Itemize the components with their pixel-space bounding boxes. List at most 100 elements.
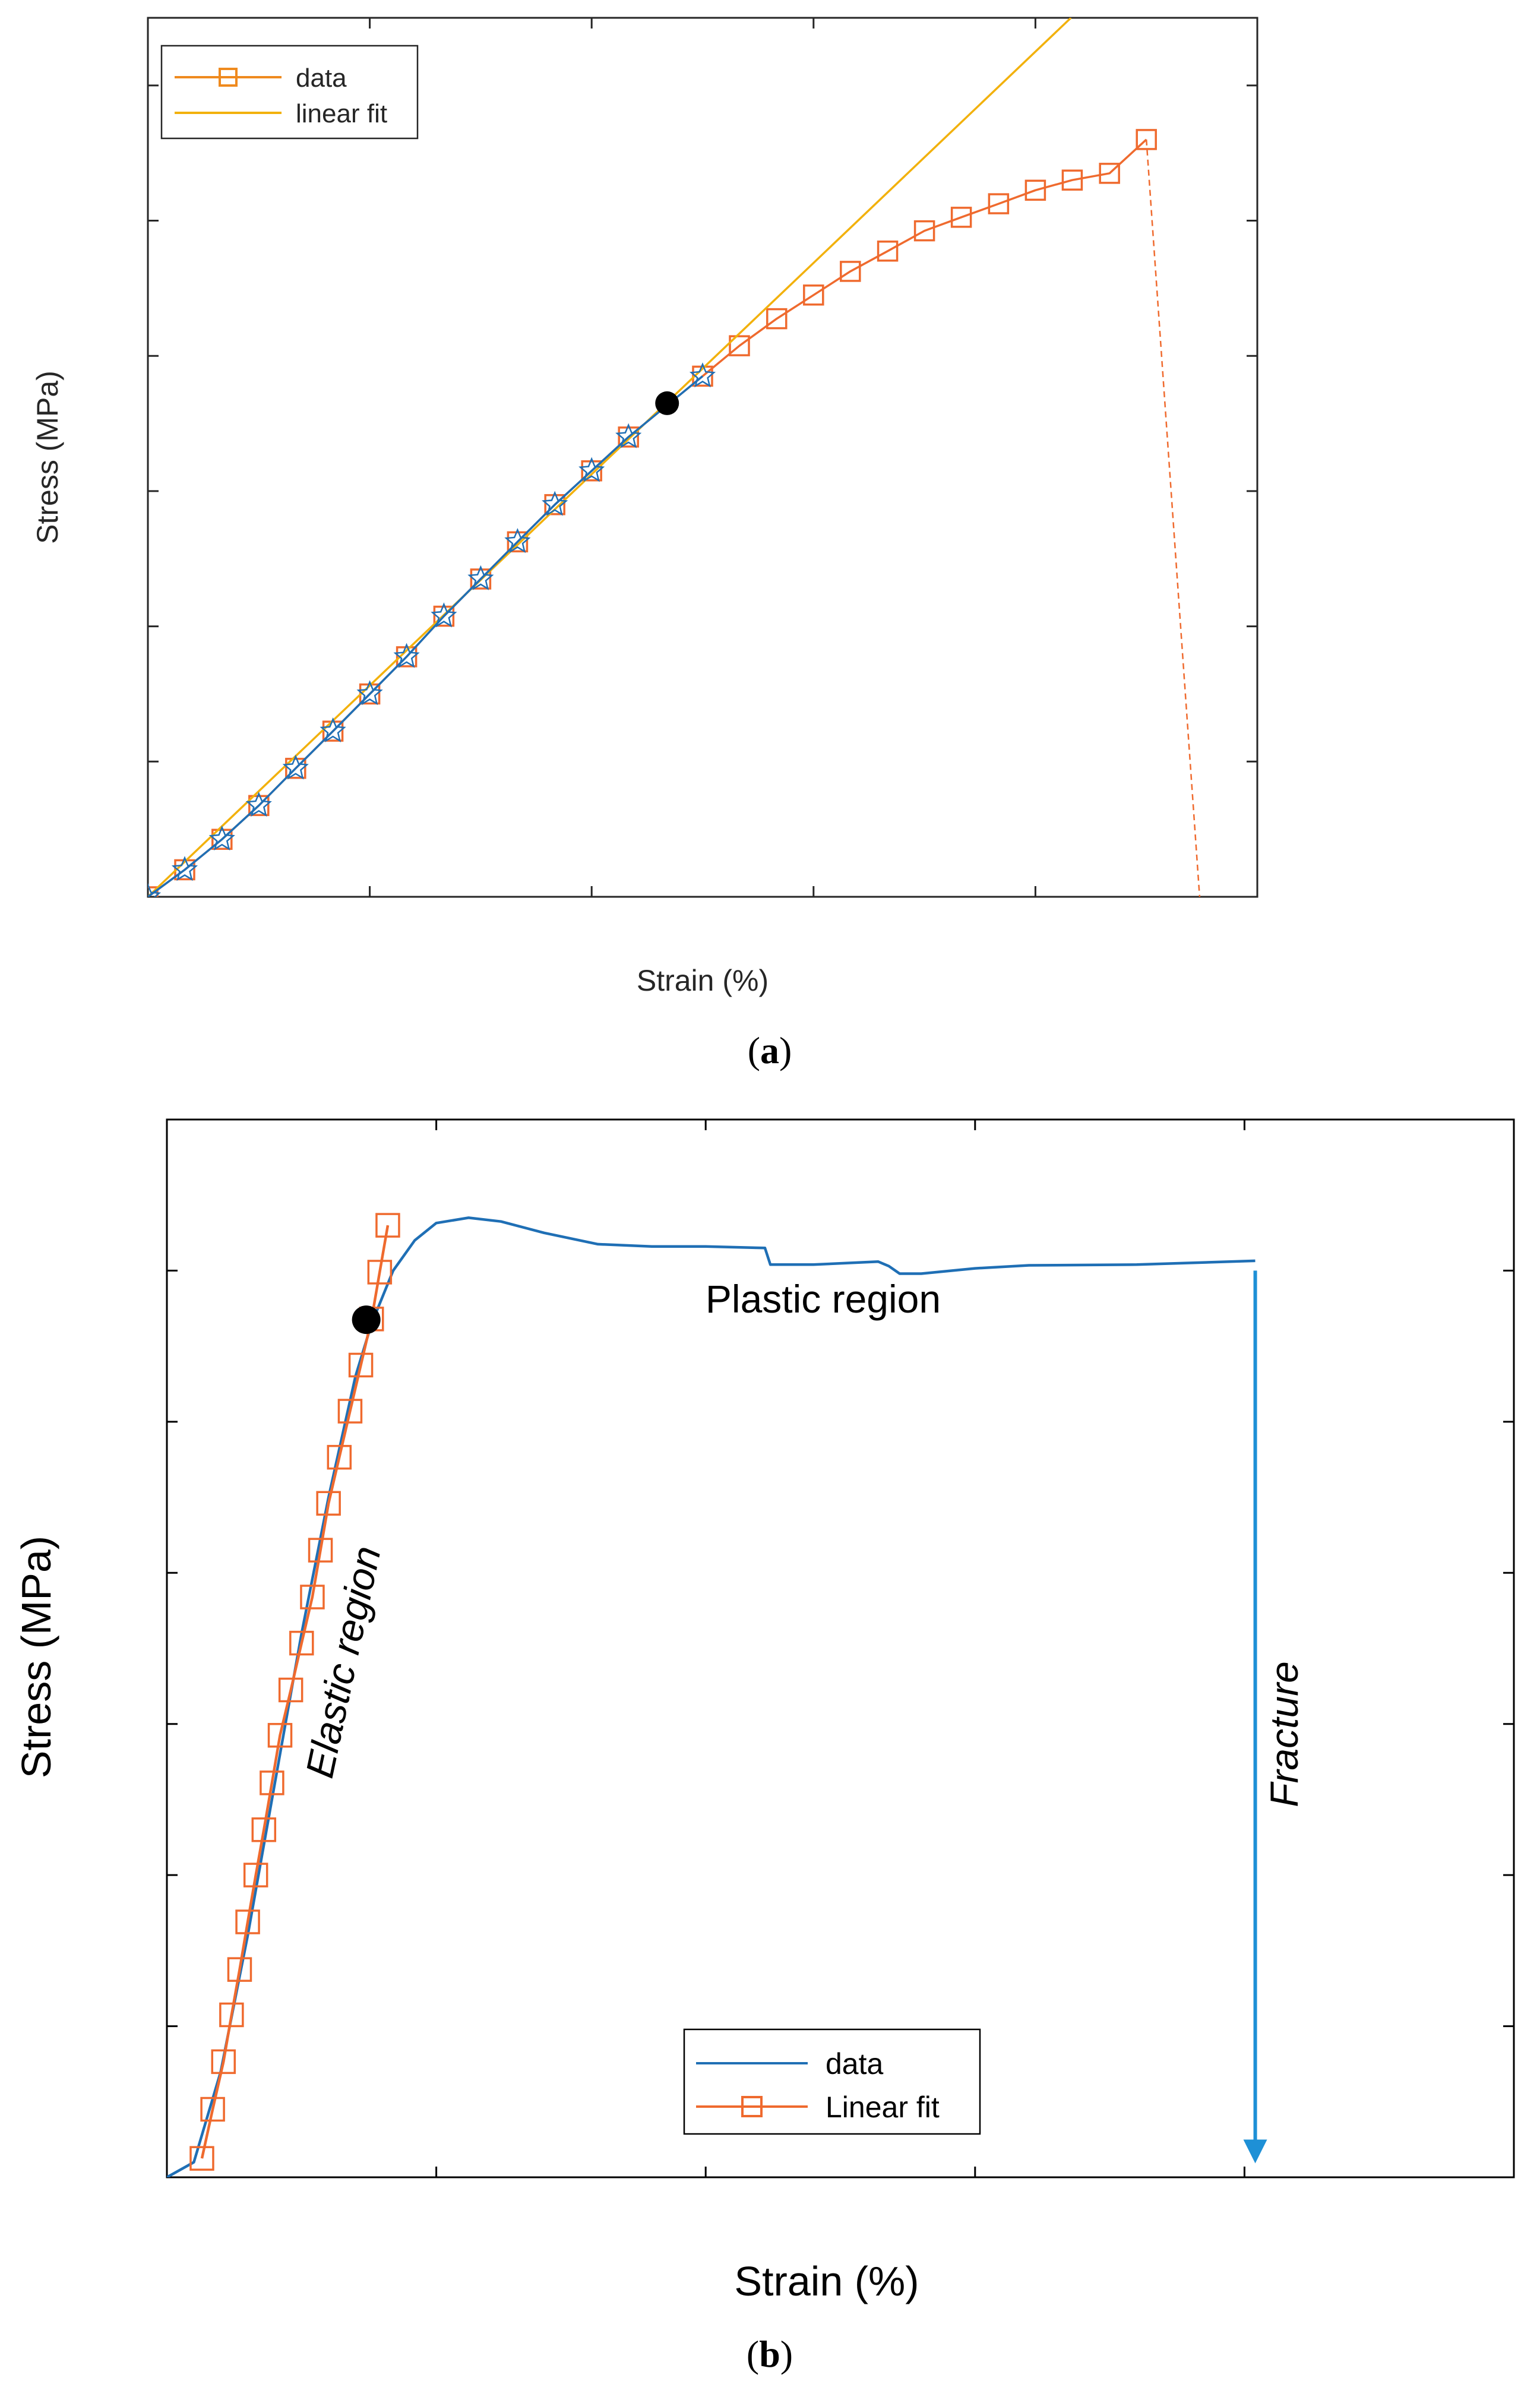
panel-b-series-group [167,1213,1256,2177]
panel-a-star-point [504,528,531,554]
panel-a-series-line-data-blue-star-markers- [148,375,704,897]
panel-a-data-point [544,494,565,516]
panel-a-data-point [692,365,713,387]
panel-a-x-axis-label: Strain (%) [637,964,769,997]
panel-b-data-point [243,1863,268,1887]
panel-b-data-point [327,1444,352,1470]
panel-a-y-axis-label: Stress (MPa) [31,371,64,544]
panel-b-x-axis-label: Strain (%) [734,2258,919,2304]
panel-b-caption-letter: b [759,2333,780,2375]
panel-a-data-point [618,426,639,448]
panel-a-legend-fit-label: linear fit [296,99,387,128]
panel-a-data-point [913,220,935,242]
panel-b-data-point [316,1491,341,1516]
panel-b-data-point [337,1399,363,1424]
panel-a-data-point [581,460,602,482]
panel-b-yield-point [352,1305,381,1335]
panel-b-caption: (b) [747,2333,793,2375]
panel-b-plastic-region-label: Plastic region [706,1277,941,1321]
panel-b-data-point [300,1585,325,1610]
panel-b-legend: data Linear fit [683,2028,981,2135]
panel-b-legend-box [683,2028,981,2135]
panel-b-data-point [367,1260,393,1285]
panel-a-star-point [393,643,420,668]
panel-a-legend-data-label: data [296,64,347,93]
panel-b-fracture-arrow-head [1243,2139,1267,2164]
panel-b-y-axis-label: Stress (MPa) [13,1536,59,1778]
panel-b-data-point [267,1723,293,1748]
panel-a-series-line-linear-fit [148,18,1072,897]
panel-b-data-point [235,1909,260,1934]
panel-a-legend-box [160,45,419,140]
panel-a-caption-letter: a [760,1029,779,1071]
panel-a-data-point [766,308,788,330]
panel-a-star-point [689,362,716,388]
panel-b-data-point [308,1538,333,1563]
panel-a-data-point [248,795,270,817]
panel-b-data-point [278,1677,303,1703]
panel-b-data-point [375,1213,400,1238]
panel-a-caption-open: ( [748,1029,760,1071]
panel-a-star-point [171,856,198,881]
panel-a-data-point [1136,129,1157,150]
panel-b-ticks [166,1118,1515,2178]
panel-b-legend-data-label: data [826,2047,884,2080]
panel-b-data-point [227,1957,252,1982]
panel-a-data-point [433,605,455,627]
panel-a-series [148,18,1201,897]
panel-a-series-group [148,18,1201,897]
panel-a-data-point [507,531,529,553]
panel-b-data-point [348,1352,374,1378]
panel-a-star-point [542,491,568,516]
panel-a-star-point [208,825,235,851]
panel-a-data-point [285,757,306,779]
panel-a-data-point [396,646,418,668]
panel-b-data-point [251,1817,277,1842]
panel-b-fracture-label: Fracture [1262,1661,1306,1807]
panel-a-data-point [470,568,492,590]
panel-a-star-point [578,457,605,482]
panel-a-caption: (a) [748,1029,792,1071]
panel-a-data-point [840,261,861,282]
panel-b-data-point [289,1630,314,1656]
panel-a-star-point [245,792,272,817]
panel-b-series-line-linear-fit [200,1225,390,2159]
panel-b-data-point [200,2097,225,2122]
panel-b-data-point [260,1770,284,1795]
panel-a-ticks [147,18,1258,898]
panel-a-legend: data linear fit [160,45,419,140]
panel-a-star-point [148,883,162,897]
panel-a-data-point [877,241,899,262]
panel-a-chart: Strain (%) Stress (MPa) data linear fit [31,17,1258,997]
panel-b-data-point [219,2002,244,2028]
panel-a-star-point [615,423,642,448]
panel-b-chart: Strain (%) Stress (MPa) Plastic region E… [13,1118,1515,2304]
panel-a-data-point [950,207,972,228]
panel-b-data-point [189,2146,214,2171]
panel-a-data-point [803,284,824,306]
panel-a-star-point [282,754,309,780]
panel-b-legend-fit-marker [741,2096,763,2117]
panel-a-caption-close: ) [779,1029,792,1071]
panel-a-data-point [1061,169,1083,191]
panel-a-plot-area [147,17,1258,898]
panel-b-caption-open: ( [747,2333,759,2375]
panel-a-data-point [1024,179,1046,201]
panel-b-legend-fit-label: Linear fit [826,2091,940,2124]
panel-a-data-point [211,829,233,850]
panel-a-legend-data-marker [219,68,238,87]
panel-a-star-point [467,565,494,590]
panel-a-data-point [1099,163,1120,184]
panel-a-data-point [988,193,1010,214]
panel-a-star-point [356,680,383,706]
panel-a-star-point [431,602,457,628]
panel-b-data-point [211,2049,236,2075]
panel-b-caption-close: ) [780,2333,793,2375]
panel-a-data-point [729,335,750,356]
panel-a-star-point [320,717,346,742]
panel-b-series [167,1213,1267,2177]
panel-b-plot-area [166,1118,1515,2178]
panel-a-yield-point [655,391,679,415]
panel-a-series-line-fracture-drop [1145,139,1201,897]
